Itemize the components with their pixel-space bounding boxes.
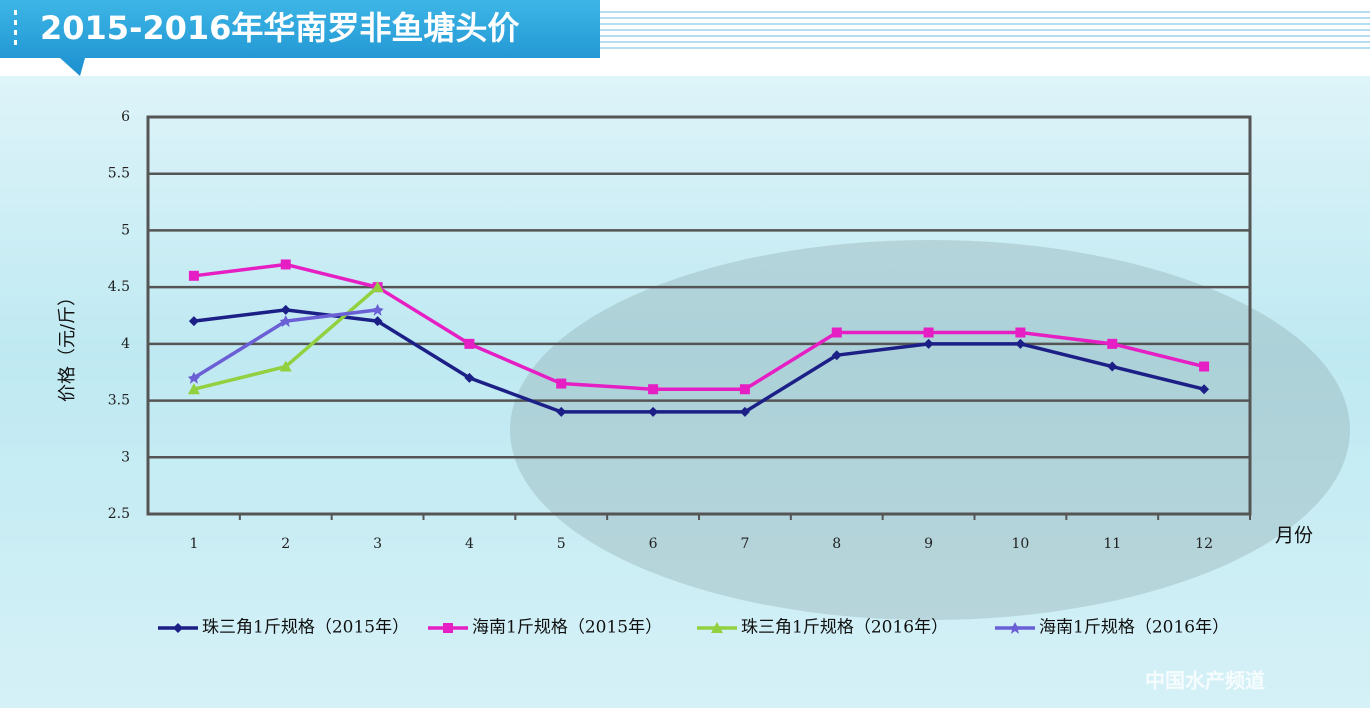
marker [1199,384,1210,395]
watermark: 中国水产频道 [1145,669,1265,693]
series-line [193,262,1205,391]
marker [556,406,567,417]
legend-label: 珠三角1斤规格（2015年） [202,618,409,638]
marker [279,315,292,328]
y-tick-label: 3.5 [108,393,130,409]
marker [711,622,723,633]
marker [280,259,291,270]
marker [1015,327,1026,338]
title-banner [0,0,600,76]
y-tick-label: 5.5 [108,166,130,182]
x-tick-label: 12 [1195,536,1213,552]
legend-label: 海南1斤规格（2016年） [1039,618,1229,638]
marker [371,281,384,293]
x-tick-label: 4 [465,536,474,552]
marker [648,384,659,395]
marker [556,378,567,389]
marker [831,350,842,361]
marker [443,623,453,633]
marker [923,327,934,338]
marker [173,623,183,633]
y-axis-label: 价格（元/斤） [57,288,78,402]
marker [831,327,842,338]
x-tick-label: 1 [189,536,198,552]
y-tick-label: 3 [121,449,130,465]
marker [1015,338,1026,349]
marker [187,383,200,395]
marker [1199,361,1210,372]
fish-image [510,240,1350,620]
x-tick-label: 9 [924,536,933,552]
marker [187,371,200,384]
marker [739,384,750,395]
marker [464,338,475,349]
marker [279,360,292,372]
marker [1107,361,1118,372]
x-tick-label: 7 [740,536,749,552]
legend-label: 海南1斤规格（2015年） [472,618,662,638]
x-tick-label: 11 [1103,536,1121,552]
x-tick-label: 5 [557,536,566,552]
marker [188,270,199,281]
stripes [600,11,1370,49]
marker [739,406,750,417]
marker [372,316,383,327]
y-tick-label: 4 [121,336,130,352]
marker [280,304,291,315]
series-line [193,308,1205,414]
marker [1009,622,1021,634]
y-tick-label: 6 [121,109,130,125]
y-tick-label: 5 [121,222,130,238]
y-tick-label: 2.5 [108,506,130,522]
y-tick-label: 4.5 [108,279,130,295]
legend-label: 珠三角1斤规格（2016年） [741,618,948,638]
x-tick-label: 6 [649,536,658,552]
marker [1107,338,1118,349]
banner-dots [14,10,17,45]
chart-title: 2015-2016年华南罗非鱼塘头价 [40,9,519,47]
x-tick-label: 8 [832,536,841,552]
x-tick-label: 3 [373,536,382,552]
marker [464,372,475,383]
x-axis-label: 月份 [1275,525,1313,547]
marker [188,316,199,327]
marker [923,338,934,349]
x-tick-label: 10 [1012,536,1030,552]
x-tick-label: 2 [281,536,290,552]
marker [648,406,659,417]
marker [371,303,384,316]
